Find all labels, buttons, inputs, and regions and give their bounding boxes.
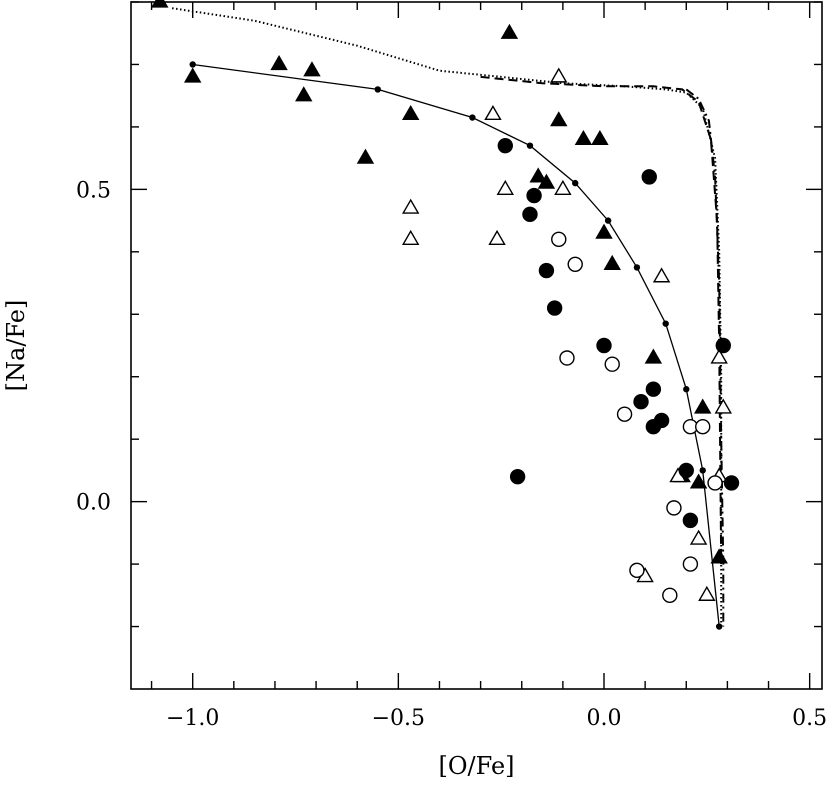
filled-triangle-point — [151, 0, 169, 8]
curve-node-dot — [526, 142, 534, 149]
y-tick-label: 0.0 — [76, 491, 111, 516]
open-circle-point — [551, 231, 567, 248]
filled-triangle-point — [270, 54, 288, 71]
filled-circle-point — [497, 137, 513, 154]
open-circle-point — [682, 556, 699, 572]
open-triangle-point — [554, 179, 572, 196]
filled-circle-point — [678, 462, 694, 479]
open-triangle-point — [496, 179, 515, 196]
filled-triangle-point — [401, 104, 420, 121]
open-triangle-point — [652, 267, 671, 283]
open-triangle-point — [710, 348, 728, 364]
open-triangle-point — [550, 67, 568, 83]
filled-triangle-point — [500, 23, 519, 39]
data-markers — [151, 0, 740, 604]
filled-triangle-point — [694, 398, 712, 414]
filled-circle-point — [723, 475, 740, 491]
curve-node-dot — [699, 467, 706, 474]
tick-labels: −1.0 −0.5 0.0 0.5 0.0 0.5 — [76, 178, 827, 731]
open-circle-point — [695, 418, 711, 435]
filled-circle-point — [653, 412, 670, 429]
curve-node-dot — [683, 386, 690, 393]
curve-dotted — [171, 7, 723, 627]
filled-circle-point — [715, 337, 731, 354]
curve-node-dot — [604, 217, 612, 224]
open-triangle-point — [401, 229, 420, 245]
filled-triangle-point — [689, 473, 708, 489]
filled-triangle-point — [550, 111, 568, 127]
open-triangle-point — [401, 198, 420, 214]
filled-circle-point — [546, 300, 563, 316]
curve-dashdot — [685, 88, 725, 627]
curve-node-dot — [572, 179, 579, 187]
x-tick-label: −1.0 — [166, 706, 219, 731]
open-circle-point — [567, 256, 583, 273]
curve-node-dot — [633, 264, 641, 271]
filled-triangle-point — [183, 67, 202, 83]
x-axis-label: [O/Fe] — [438, 752, 514, 780]
curve-node-dot — [189, 61, 196, 68]
filled-triangle-point — [529, 167, 547, 183]
filled-circle-point — [641, 169, 657, 185]
curve-dashed — [480, 75, 723, 565]
plot-frame — [130, 1, 823, 690]
filled-triangle-point — [537, 173, 556, 189]
open-triangle-point — [689, 529, 708, 545]
open-circle-point — [707, 475, 723, 491]
curve-node-dot — [469, 114, 476, 121]
filled-circle-point — [538, 262, 555, 279]
model-curves — [171, 7, 725, 630]
x-tick-label: −0.5 — [372, 706, 425, 731]
axis-ticks — [131, 1, 822, 689]
open-circle-point — [662, 587, 678, 604]
filled-triangle-point — [644, 348, 663, 364]
open-circle-point — [604, 356, 620, 372]
filled-circle-point — [522, 206, 538, 223]
curve-node-dot — [374, 86, 381, 93]
filled-circle-point — [682, 512, 699, 529]
curve-node-dot — [662, 320, 669, 327]
filled-triangle-point — [603, 254, 621, 270]
open-circle-point — [559, 350, 575, 366]
y-tick-label: 0.5 — [76, 178, 111, 203]
filled-triangle-point — [356, 148, 375, 164]
filled-circle-point — [526, 187, 542, 204]
open-circle-point — [629, 562, 645, 579]
open-triangle-point — [484, 104, 502, 121]
filled-triangle-point — [595, 223, 613, 239]
filled-circle-point — [633, 394, 649, 410]
filled-triangle-point — [591, 129, 609, 146]
open-triangle-point — [488, 229, 506, 245]
filled-triangle-point — [574, 129, 593, 146]
x-tick-label: 0.5 — [792, 706, 827, 731]
x-tick-label: 0.0 — [587, 706, 622, 731]
filled-circle-point — [596, 337, 612, 354]
curve-node-dot — [715, 623, 723, 630]
filled-triangle-point — [303, 61, 321, 77]
curve-solid — [192, 63, 720, 627]
filled-circle-point — [645, 381, 662, 397]
filled-circle-point — [509, 468, 526, 485]
filled-triangle-point — [295, 86, 313, 102]
open-triangle-point — [714, 398, 732, 414]
filled-triangle-point — [710, 548, 728, 564]
open-triangle-point — [698, 585, 716, 601]
open-circle-point — [666, 500, 682, 516]
y-axis-label: [Na/Fe] — [2, 300, 30, 392]
open-circle-point — [616, 406, 633, 422]
